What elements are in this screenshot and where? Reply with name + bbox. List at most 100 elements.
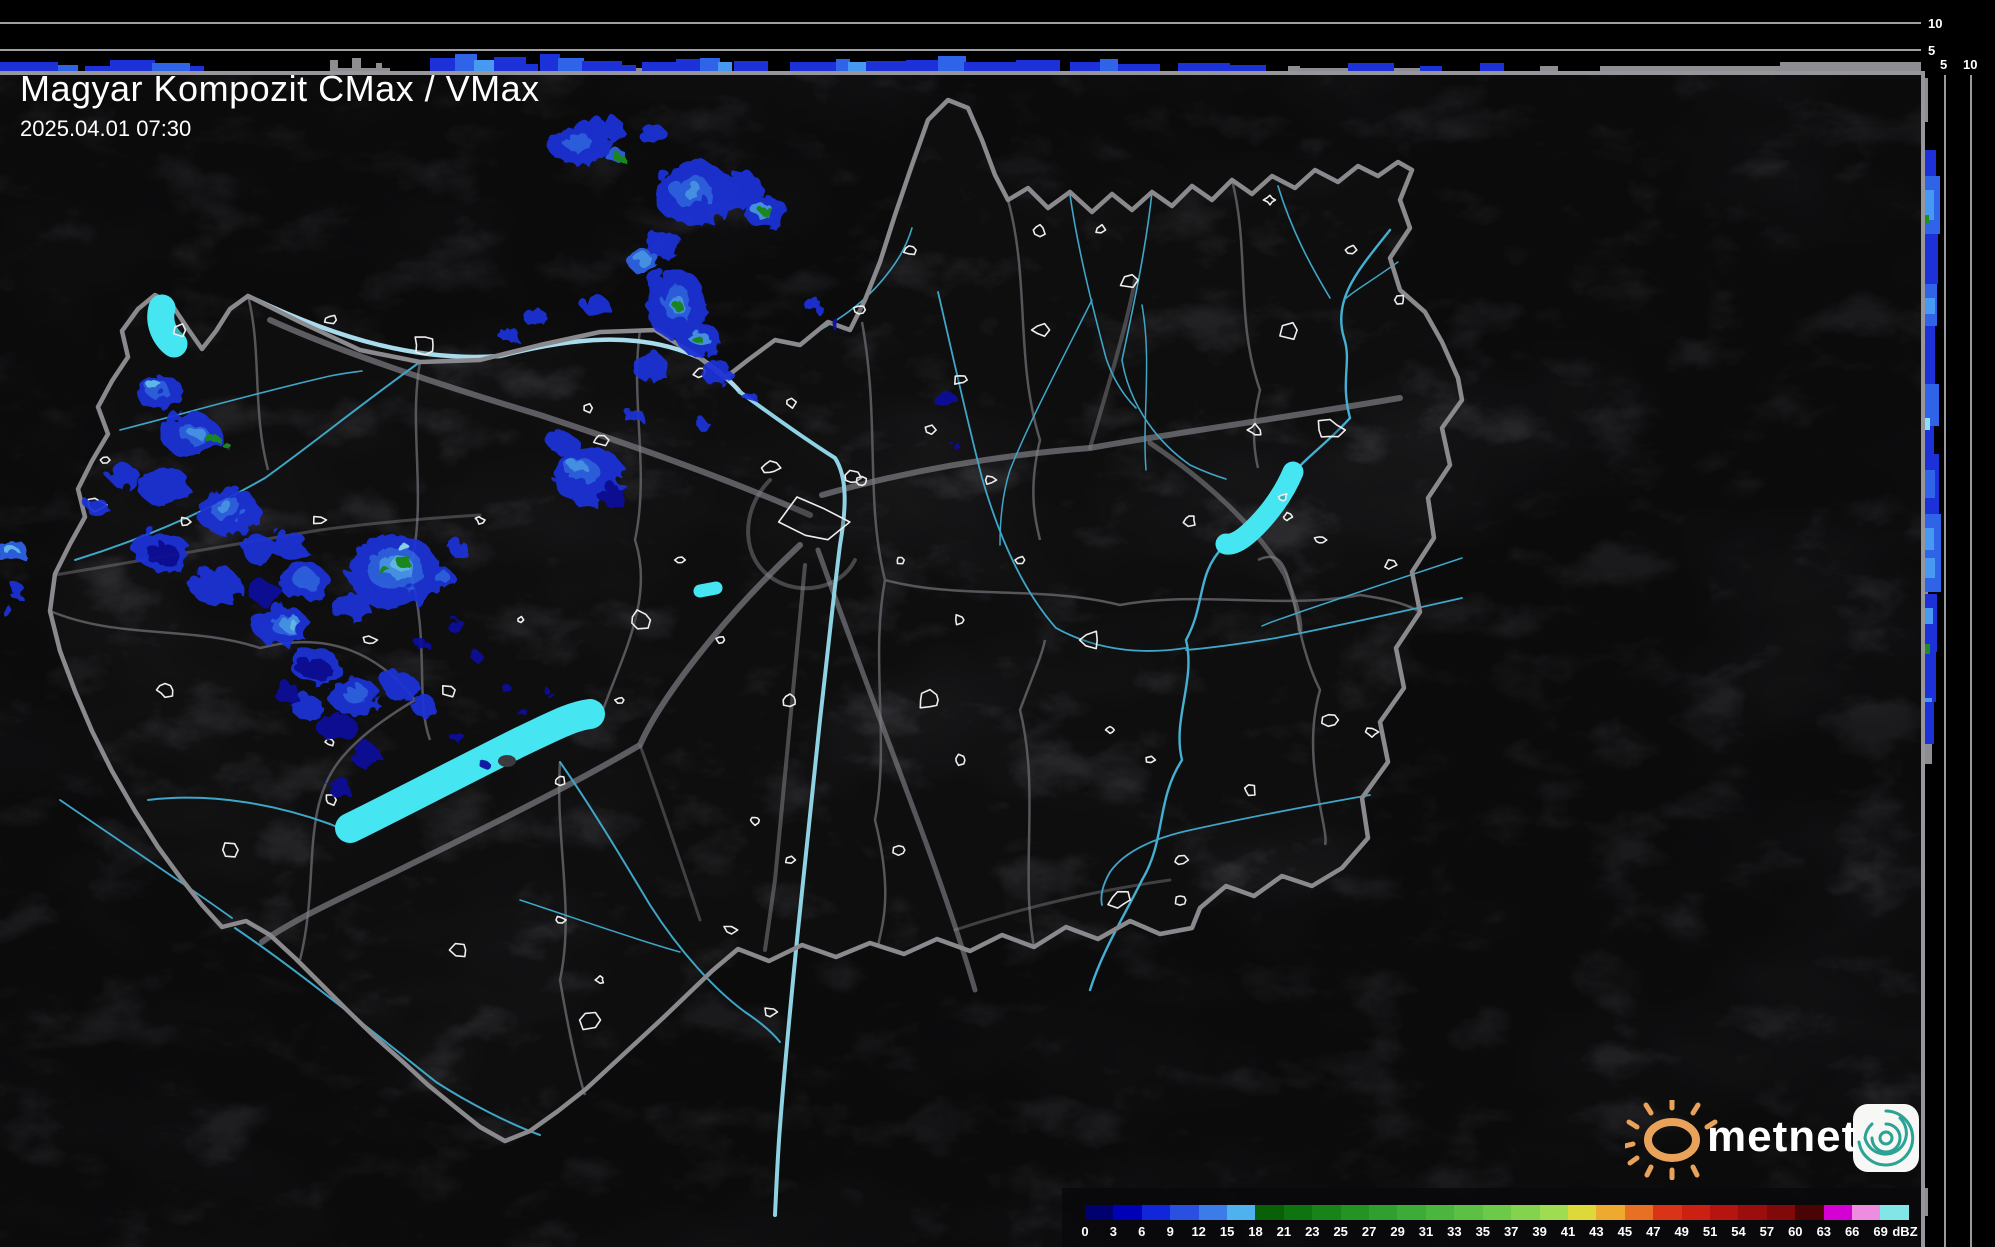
top-echo-bar	[58, 65, 78, 71]
top-echo-bar	[540, 54, 560, 71]
county-border	[49, 609, 416, 701]
top-echo-bar	[1118, 64, 1160, 71]
roads	[53, 278, 1403, 993]
top-echo-bar	[455, 54, 477, 71]
right-terrain-profile	[1921, 728, 1932, 764]
top-axis-label-10: 10	[1928, 16, 1942, 31]
top-echo-bar	[790, 62, 838, 71]
dbz-cell	[1227, 1205, 1256, 1220]
right-separator	[1921, 71, 1925, 1247]
dbz-label: 41	[1560, 1224, 1576, 1239]
radar-echo	[445, 727, 459, 737]
dbz-cell	[1766, 1205, 1796, 1220]
dbz-cell	[1085, 1205, 1114, 1220]
dbz-cell	[1851, 1205, 1881, 1220]
dbz-cell	[1511, 1205, 1540, 1220]
town-outline	[1246, 422, 1262, 436]
town-outline	[1014, 555, 1026, 565]
top-echo-bar	[718, 62, 732, 71]
dbz-cell	[1369, 1205, 1398, 1220]
dbz-label: 3	[1109, 1224, 1118, 1239]
dbz-label: 39	[1532, 1224, 1547, 1239]
river	[559, 761, 781, 1043]
town-outline	[1364, 727, 1380, 738]
town-outline	[955, 614, 965, 626]
top-echo-bar	[1070, 62, 1100, 71]
right-echo-bar	[1924, 298, 1935, 314]
town-outline	[1282, 511, 1294, 522]
radar-echo	[566, 456, 582, 468]
town-outline	[594, 975, 605, 985]
timestamp: 2025.04.01 07:30	[20, 116, 192, 141]
dbz-cell	[1397, 1205, 1426, 1220]
town-outline	[1032, 223, 1046, 238]
town-outline	[1317, 418, 1347, 438]
radar-echo	[294, 653, 326, 677]
right-echo-bar	[1924, 234, 1938, 284]
metnet-wordmark: metnet	[1707, 1112, 1858, 1161]
radar-echo	[711, 167, 759, 203]
metnet-logo: metnet	[1625, 1100, 1925, 1180]
town-outline	[1174, 895, 1187, 906]
radar-echo	[680, 180, 700, 196]
top-echo-bar	[906, 60, 964, 71]
radar-echo	[627, 348, 663, 376]
top-echo-bar	[866, 61, 906, 71]
radar-echo	[134, 462, 186, 502]
town-outline	[1107, 890, 1131, 909]
town-outline	[673, 556, 687, 564]
town-outline	[1104, 725, 1116, 735]
dbz-label: 31	[1418, 1224, 1434, 1239]
radar-echo	[237, 531, 273, 559]
radar-echo	[217, 437, 225, 443]
town-outline	[1262, 194, 1277, 206]
top-echo-bar	[938, 56, 966, 71]
dbz-label: 29	[1390, 1224, 1405, 1239]
right-axis-label-10: 10	[1963, 57, 1977, 72]
town-outline	[312, 515, 328, 525]
dbz-cell	[1255, 1205, 1284, 1220]
metnet-app-icon	[1853, 1104, 1919, 1172]
radar-echo	[143, 376, 157, 386]
top-separator	[0, 71, 1921, 75]
radar-echo	[407, 692, 433, 712]
top-echo-bar	[1480, 63, 1504, 71]
dbz-cell	[1624, 1205, 1654, 1220]
town-outline	[784, 855, 797, 864]
river	[1069, 194, 1137, 409]
right-echo-bar	[1924, 702, 1934, 744]
radar-echo	[610, 149, 622, 159]
dbz-cell	[1596, 1205, 1625, 1220]
radar-echo	[634, 120, 662, 140]
right-echo-bar	[1924, 150, 1936, 176]
town-outline	[99, 456, 111, 464]
top-echo-bar	[190, 66, 204, 71]
town-outline	[782, 693, 796, 708]
top-echo-bar	[1100, 59, 1118, 71]
town-outline	[892, 844, 906, 857]
river	[59, 799, 233, 919]
dbz-label: 25	[1333, 1224, 1348, 1239]
lake	[693, 581, 723, 598]
river	[1277, 185, 1331, 299]
top-echo-bar	[1420, 66, 1442, 71]
river	[1088, 544, 1226, 992]
town-outline	[1119, 273, 1139, 289]
town-outline	[631, 609, 652, 630]
dbz-cell	[1795, 1205, 1824, 1220]
dbz-label: 69	[1873, 1224, 1888, 1239]
town-outline	[554, 775, 566, 787]
right-echo-bar	[1924, 558, 1935, 578]
dbz-cell	[1283, 1205, 1313, 1220]
town-outline	[555, 915, 567, 924]
top-echo-bar	[676, 59, 702, 71]
county-border	[598, 329, 643, 719]
town-outline	[442, 685, 456, 698]
county-border	[1018, 639, 1047, 948]
dbz-label: 37	[1503, 1224, 1519, 1239]
dbz-cell	[1709, 1205, 1739, 1220]
river	[1185, 597, 1463, 651]
right-echo-bar	[1924, 326, 1935, 384]
